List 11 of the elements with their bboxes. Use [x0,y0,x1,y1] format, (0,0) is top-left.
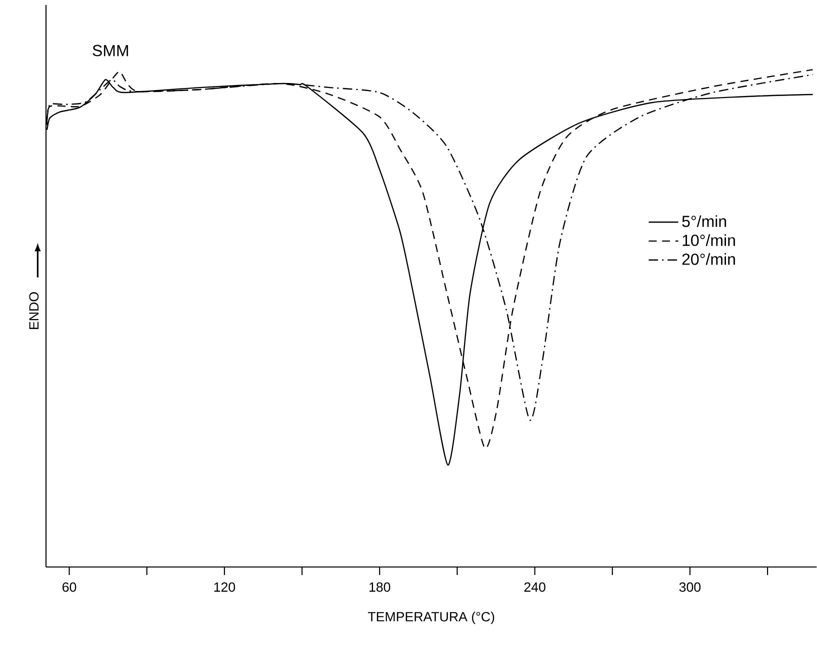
x-axis-title: TEMPERATURA (°C) [368,612,494,624]
legend-label: 5°/min [682,215,726,228]
x-tick-label: 240 [524,582,546,592]
annotation: SMM [92,44,128,56]
legend-label: 20°/min [682,253,735,265]
x-tick-label: 180 [370,582,390,592]
x-tick-label: 300 [679,582,701,592]
x-tick-label: 120 [214,582,236,592]
legend-label: 10°/min [682,234,735,246]
x-tick-label: 60 [62,582,76,592]
y-axis-title: ENDO [29,292,39,329]
